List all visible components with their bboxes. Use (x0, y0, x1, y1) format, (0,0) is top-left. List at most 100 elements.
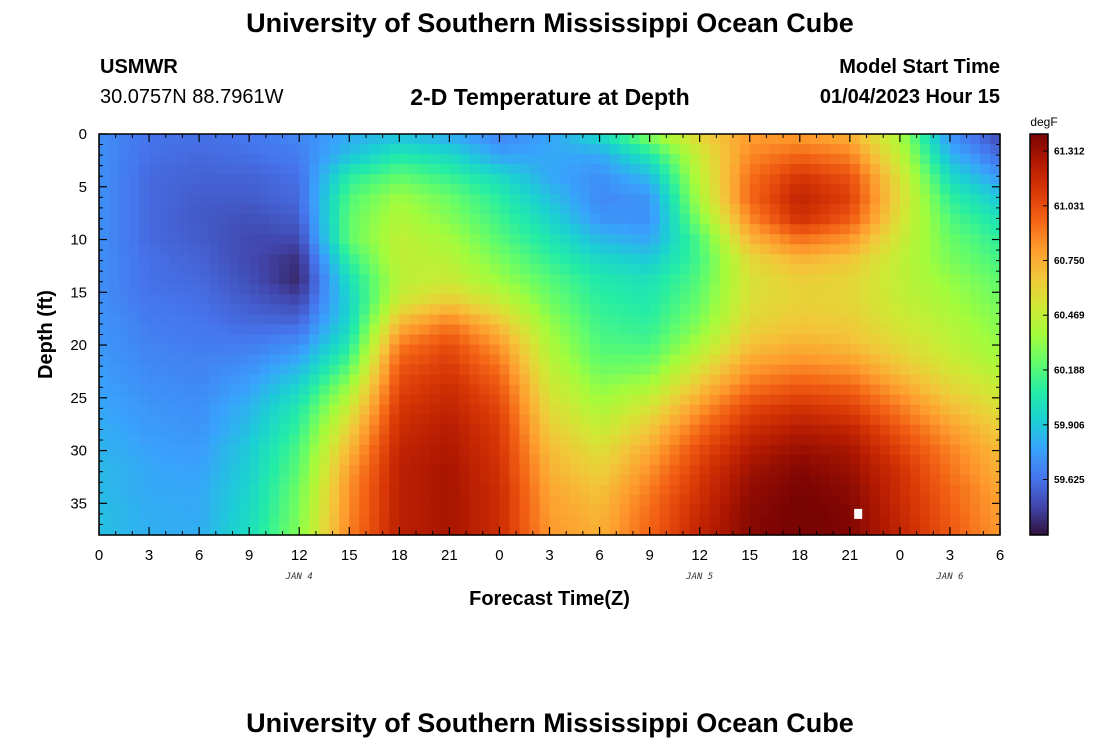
heatmap-cell (229, 194, 240, 205)
heatmap-cell (119, 374, 130, 386)
heatmap-cell (679, 424, 691, 436)
heatmap-cell (419, 224, 430, 235)
heatmap-cell (259, 174, 270, 185)
heatmap-cell (809, 454, 821, 466)
heatmap-cell (239, 324, 250, 336)
x-tick-label: 9 (245, 547, 253, 564)
heatmap-cell (519, 204, 531, 215)
heatmap-cell (959, 284, 971, 296)
heatmap-cell (819, 384, 831, 396)
heatmap-cell (769, 524, 781, 536)
heatmap-cell (299, 384, 310, 396)
heatmap-cell (99, 364, 110, 376)
heatmap-cell (159, 354, 170, 366)
heatmap-cell (489, 434, 501, 446)
heatmap-cell (869, 524, 881, 536)
heatmap-cell (659, 444, 671, 456)
heatmap-cell (309, 484, 320, 496)
heatmap-cell (969, 274, 981, 285)
heatmap-cell (619, 464, 631, 476)
heatmap-cell (699, 434, 711, 446)
heatmap-cell (529, 454, 541, 466)
heatmap-cell (669, 394, 681, 406)
heatmap-cell (449, 224, 460, 235)
heatmap-cell (169, 284, 180, 296)
heatmap-cell (339, 354, 350, 366)
heatmap-cell (209, 494, 220, 506)
heatmap-cell (439, 434, 450, 446)
heatmap-cell (849, 304, 861, 316)
heatmap-cell (419, 344, 430, 356)
heatmap-cell (799, 304, 811, 316)
heatmap-cell (429, 244, 440, 255)
model-start-value: 01/04/2023 Hour 15 (819, 86, 1000, 108)
heatmap-cell (579, 464, 591, 476)
heatmap-cell (679, 454, 691, 466)
heatmap-cell (899, 484, 911, 496)
heatmap-cell (289, 224, 300, 235)
heatmap-cell (639, 184, 651, 195)
heatmap-cell (469, 334, 481, 346)
heatmap-cell (889, 414, 901, 426)
heatmap-cell (869, 394, 881, 406)
heatmap-cell (879, 454, 891, 466)
heatmap-cell (849, 254, 861, 265)
heatmap-cell (169, 434, 180, 446)
heatmap-cell (719, 294, 731, 306)
heatmap-cell (229, 394, 240, 406)
heatmap-cell (549, 194, 561, 205)
heatmap-cell (189, 164, 200, 175)
heatmap-cell (779, 474, 791, 486)
heatmap-cell (739, 174, 751, 185)
heatmap-cell (559, 514, 571, 526)
heatmap-cell (739, 464, 751, 476)
heatmap-cell (449, 284, 460, 296)
heatmap-cell (869, 144, 881, 155)
heatmap-cell (659, 144, 671, 155)
heatmap-cell (299, 374, 310, 386)
heatmap-cell (739, 264, 751, 275)
heatmap-cell (659, 374, 671, 386)
heatmap-cell (369, 494, 380, 506)
heatmap-cell (559, 394, 571, 406)
heatmap-cell (239, 244, 250, 255)
heatmap-cell (569, 384, 581, 396)
heatmap-cell (629, 484, 641, 496)
heatmap-cell (479, 164, 491, 175)
heatmap-cell (699, 504, 711, 516)
heatmap-cell (609, 334, 621, 346)
heatmap-cell (429, 444, 440, 456)
heatmap-cell (719, 374, 731, 386)
heatmap-cell (889, 194, 901, 205)
heatmap-cell (519, 244, 531, 255)
heatmap-cell (889, 324, 901, 336)
heatmap-cell (499, 494, 511, 506)
heatmap-cell (729, 214, 741, 225)
heatmap-cell (499, 204, 511, 215)
heatmap-cell (99, 394, 110, 406)
heatmap-cell (959, 464, 971, 476)
heatmap-cell (679, 214, 691, 225)
heatmap-cell (679, 524, 691, 536)
heatmap-cell (959, 344, 971, 356)
heatmap-cell (699, 424, 711, 436)
heatmap-cell (239, 514, 250, 526)
heatmap-cell (149, 234, 160, 245)
heatmap-cell (249, 144, 260, 155)
heatmap-cell (879, 444, 891, 456)
heatmap-cell (989, 434, 1001, 446)
heatmap-cell (119, 414, 130, 426)
heatmap-cell (869, 484, 881, 496)
heatmap-cell (529, 174, 541, 185)
max-marker (854, 508, 863, 519)
heatmap-cell (909, 284, 921, 296)
heatmap-cell (729, 144, 741, 155)
heatmap-cell (459, 454, 471, 466)
heatmap-cell (859, 454, 871, 466)
heatmap-cell (129, 364, 140, 376)
heatmap-cell (989, 334, 1001, 346)
heatmap-cell (349, 414, 360, 426)
heatmap-cell (179, 324, 190, 336)
heatmap-cell (399, 164, 410, 175)
heatmap-cell (629, 444, 641, 456)
